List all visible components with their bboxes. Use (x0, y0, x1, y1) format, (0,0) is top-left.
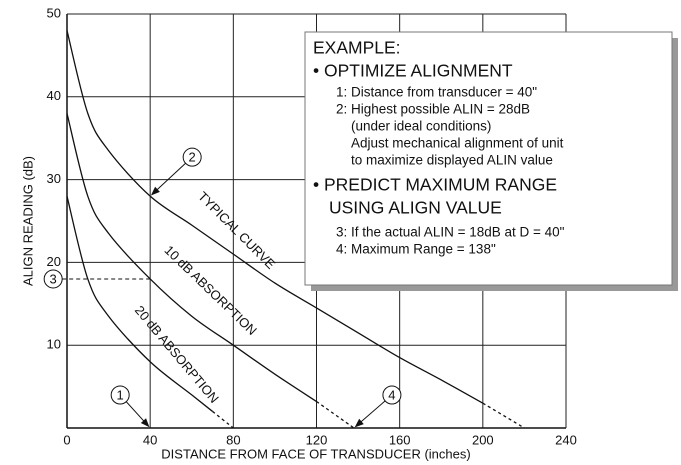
x-tick-label: 240 (555, 432, 577, 447)
y-tick-label: 20 (47, 254, 61, 269)
y-tick-label: 10 (47, 337, 61, 352)
arrow-line (154, 162, 186, 192)
callout-circle (43, 269, 63, 289)
curve-label: 10 dB ABSORPTION (162, 242, 260, 338)
x-axis-label: DISTANCE FROM FACE OF TRANSDUCER (inches… (161, 446, 470, 461)
curve (316, 400, 355, 429)
example-line: (under ideal conditions) (351, 119, 491, 134)
arrow-line (125, 401, 146, 424)
example-heading: • OPTIMIZE ALIGNMENT (313, 61, 513, 81)
x-tick-label: 160 (389, 432, 411, 447)
x-tick-label: 120 (306, 432, 328, 447)
callout-number: 3 (50, 271, 57, 286)
example-line: 2: Highest possible ALIN = 28dB (336, 102, 530, 117)
x-tick-label: 0 (63, 432, 70, 447)
y-tick-label: 30 (47, 171, 61, 186)
curve (66, 113, 317, 403)
example-line: to maximize displayed ALIN value (351, 153, 553, 168)
curve (482, 402, 525, 429)
curve (66, 196, 213, 412)
curve-label: 20 dB ABSORPTION (132, 303, 222, 406)
callout-circle (182, 147, 202, 167)
example-line: 1: Distance from transducer = 40" (336, 85, 537, 100)
example-box: EXAMPLE: • OPTIMIZE ALIGNMENT 1: Distanc… (304, 31, 678, 291)
example-line: 4: Maximum Range = 138" (336, 242, 496, 257)
example-line: 3: If the actual ALIN = 18dB at D = 40" (336, 225, 565, 240)
curve (212, 410, 234, 429)
example-title: EXAMPLE: (313, 38, 401, 58)
curve-label: TYPICAL CURVE (195, 189, 278, 272)
y-tick-label: 40 (47, 88, 61, 103)
callout-number: 4 (388, 387, 395, 402)
curve (66, 30, 484, 404)
y-tick-label: 50 (47, 5, 61, 20)
example-heading: USING ALIGN VALUE (329, 198, 502, 218)
callout-circle (110, 385, 130, 405)
x-tick-label: 200 (472, 432, 494, 447)
arrow-head (140, 418, 150, 428)
y-axis-label: ALIGN READING (dB) (20, 156, 35, 286)
arrow-head (354, 418, 364, 428)
box (304, 31, 673, 286)
callout-number: 2 (189, 150, 196, 165)
x-tick-label: 40 (143, 432, 157, 447)
arrow-line (358, 400, 386, 424)
callout-number: 1 (117, 387, 124, 402)
example-line: Adjust mechanical alignment of unit (351, 136, 564, 151)
x-tick-label: 80 (226, 432, 240, 447)
example-heading: • PREDICT MAXIMUM RANGE (313, 175, 557, 195)
callout-circle (382, 385, 402, 405)
arrow-head (150, 186, 160, 196)
